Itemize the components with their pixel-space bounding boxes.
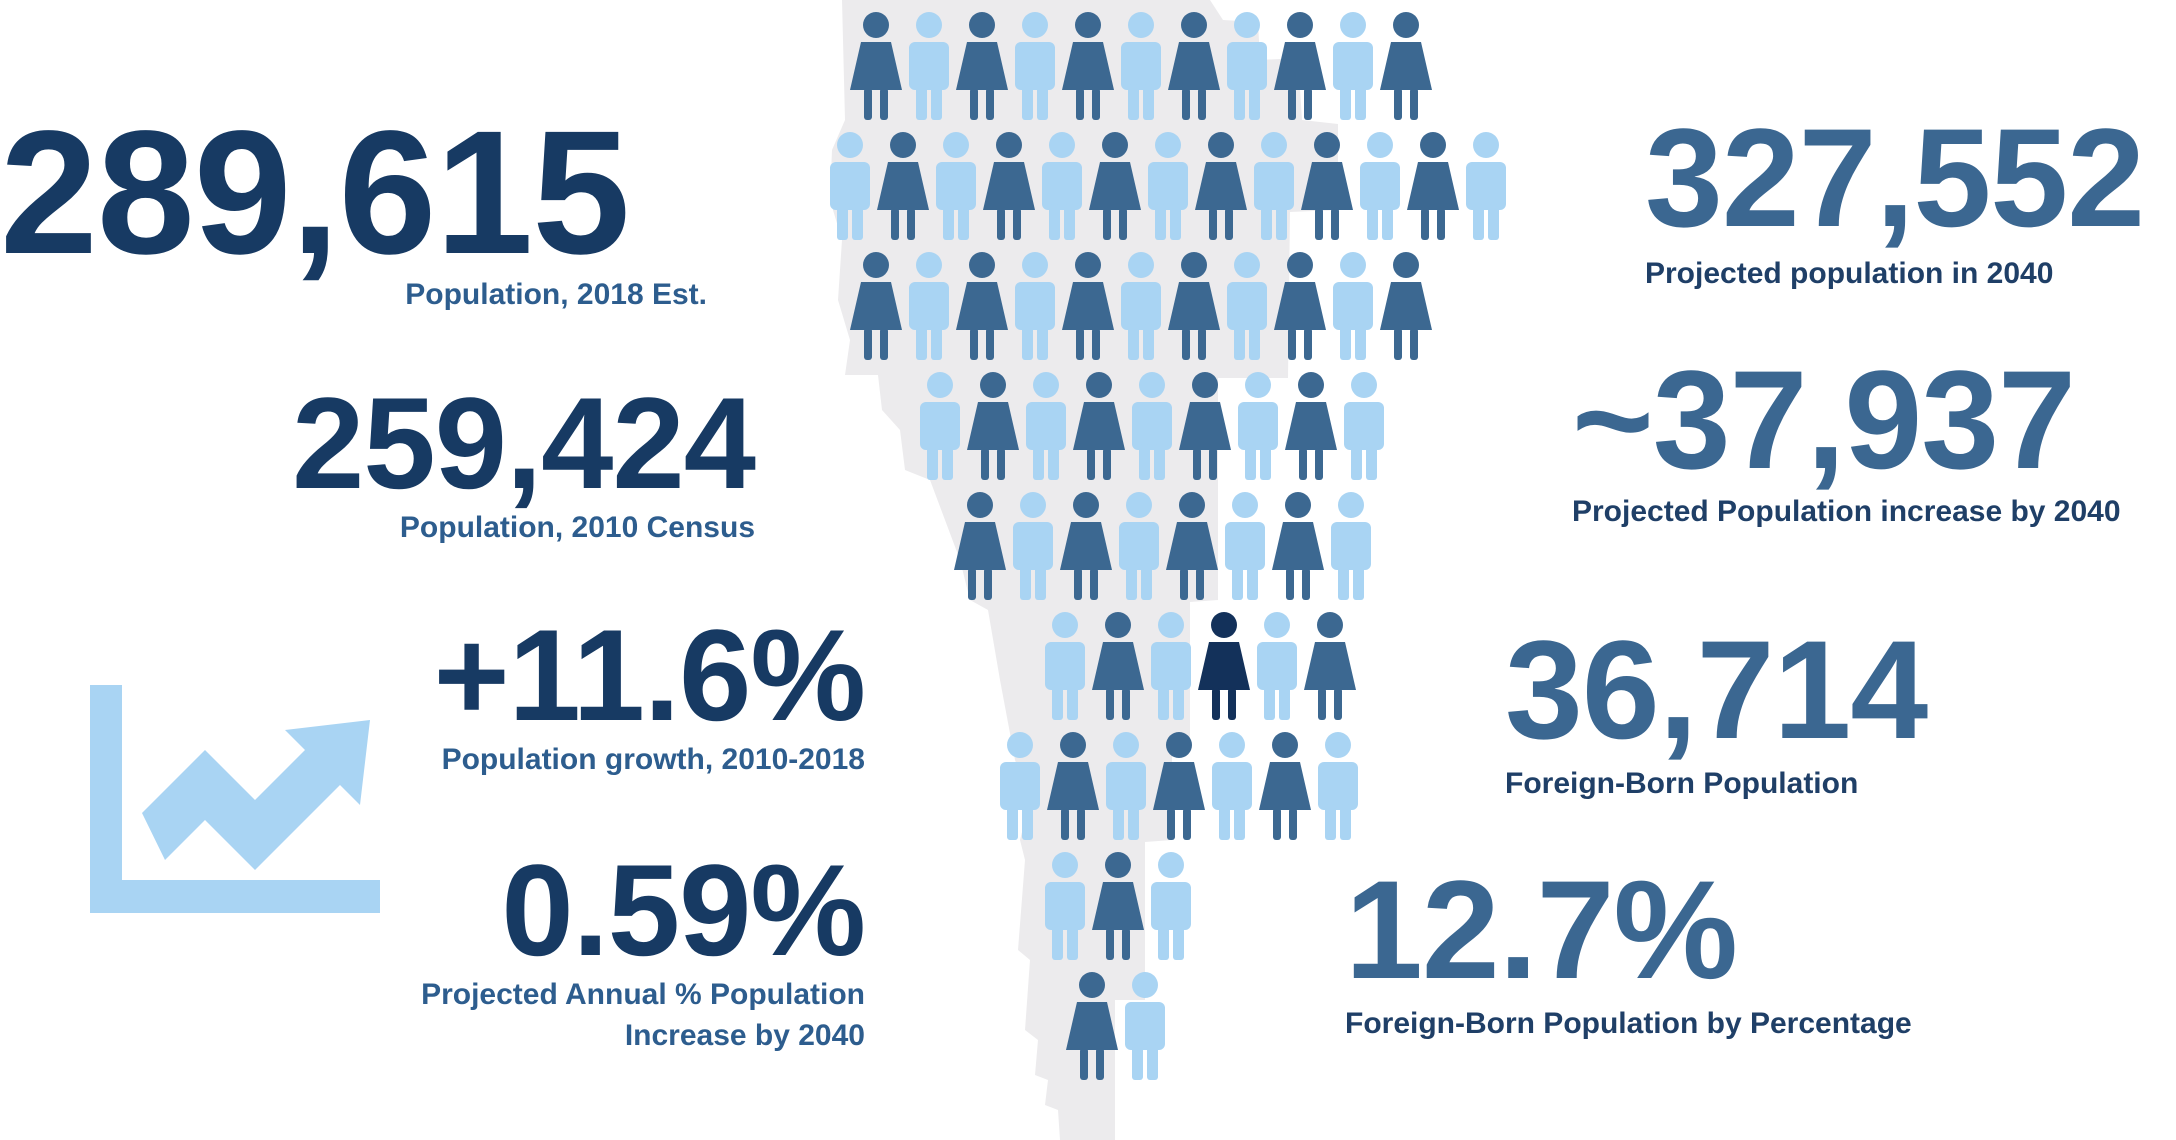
stat-value: 36,714: [1505, 611, 1928, 768]
person-female-icon: [1198, 612, 1250, 720]
person-female-icon: [1380, 252, 1432, 360]
person-female-icon: [956, 12, 1008, 120]
person-female-icon: [1092, 852, 1144, 960]
person-male-icon: [1045, 852, 1085, 960]
person-female-icon: [1195, 132, 1247, 240]
person-female-icon: [967, 372, 1019, 480]
stat-annual-increase: 0.59% Projected Annual % Population Incr…: [380, 837, 866, 1056]
stat-value: 259,424: [292, 370, 756, 516]
stat-pop-2040: 327,552 Projected population in 2040: [1645, 99, 2145, 295]
person-male-icon: [936, 132, 976, 240]
person-male-icon: [1257, 612, 1297, 720]
person-female-icon: [850, 252, 902, 360]
person-female-icon: [1380, 12, 1432, 120]
person-female-icon: [850, 12, 902, 120]
person-male-icon: [1119, 492, 1159, 600]
person-female-icon: [956, 252, 1008, 360]
stat-label: Projected Population increase by 2040: [1572, 495, 2121, 528]
person-female-icon: [1274, 12, 1326, 120]
stat-value: 289,615: [0, 95, 630, 291]
trending-up-chart-icon: [90, 685, 380, 913]
person-male-icon: [1360, 132, 1400, 240]
stat-foreign-born: 36,714 Foreign-Born Population: [1505, 611, 1928, 805]
person-female-icon: [1259, 732, 1311, 840]
person-female-icon: [983, 132, 1035, 240]
person-female-icon: [877, 132, 929, 240]
person-male-icon: [1254, 132, 1294, 240]
person-female-icon: [1168, 252, 1220, 360]
person-male-icon: [830, 132, 870, 240]
person-male-icon: [1151, 612, 1191, 720]
person-male-icon: [1333, 252, 1373, 360]
person-female-icon: [1274, 252, 1326, 360]
stat-label: Population, 2018 Est.: [405, 278, 707, 311]
person-male-icon: [1466, 132, 1506, 240]
person-male-icon: [1148, 132, 1188, 240]
stat-pop-increase: ~37,937 Projected Population increase by…: [1572, 350, 2121, 533]
person-female-icon: [1407, 132, 1459, 240]
stat-value: +11.6%: [433, 602, 866, 748]
person-male-icon: [1238, 372, 1278, 480]
person-male-icon: [1333, 12, 1373, 120]
person-female-icon: [1179, 372, 1231, 480]
stat-value: 12.7%: [1345, 851, 1738, 1008]
person-male-icon: [1106, 732, 1146, 840]
person-male-icon: [1026, 372, 1066, 480]
stat-value: ~37,937: [1572, 341, 2076, 498]
person-male-icon: [1151, 852, 1191, 960]
stat-label: Foreign-Born Population: [1505, 767, 1859, 800]
person-male-icon: [1225, 492, 1265, 600]
stat-label: Population growth, 2010-2018: [441, 743, 865, 776]
person-female-icon: [1166, 492, 1218, 600]
stat-label: Population, 2010 Census: [399, 511, 755, 544]
person-male-icon: [920, 372, 960, 480]
stat-value: 327,552: [1645, 99, 2145, 256]
person-male-icon: [1000, 732, 1040, 840]
person-female-icon: [1304, 612, 1356, 720]
person-male-icon: [1125, 972, 1165, 1080]
person-female-icon: [1060, 492, 1112, 600]
person-female-icon: [1285, 372, 1337, 480]
stat-pop-2018: 289,615 Population, 2018 Est.: [0, 105, 715, 316]
person-male-icon: [1132, 372, 1172, 480]
person-male-icon: [1042, 132, 1082, 240]
person-female-icon: [954, 492, 1006, 600]
person-male-icon: [1015, 12, 1055, 120]
person-male-icon: [1227, 252, 1267, 360]
person-male-icon: [1331, 492, 1371, 600]
stat-label: Projected population in 2040: [1645, 257, 2054, 290]
person-male-icon: [1212, 732, 1252, 840]
person-male-icon: [1344, 372, 1384, 480]
county-map-pictogram: [830, 0, 1506, 1140]
stat-label: Foreign-Born Population by Percentage: [1345, 1007, 1912, 1040]
person-female-icon: [1066, 972, 1118, 1080]
person-male-icon: [909, 12, 949, 120]
person-female-icon: [1153, 732, 1205, 840]
person-female-icon: [1092, 612, 1144, 720]
stat-label-line2: Increase by 2040: [624, 1018, 865, 1052]
person-female-icon: [1168, 12, 1220, 120]
person-male-icon: [1318, 732, 1358, 840]
person-male-icon: [1121, 12, 1161, 120]
stat-pop-2010: 259,424 Population, 2010 Census: [200, 370, 756, 549]
person-female-icon: [1301, 132, 1353, 240]
person-female-icon: [1047, 732, 1099, 840]
person-male-icon: [1013, 492, 1053, 600]
person-female-icon: [1089, 132, 1141, 240]
stat-growth: +11.6% Population growth, 2010-2018: [380, 602, 866, 781]
person-female-icon: [1073, 372, 1125, 480]
stat-value: 0.59%: [501, 837, 866, 983]
person-male-icon: [1121, 252, 1161, 360]
stat-foreign-born-pct: 12.7% Foreign-Born Population by Percent…: [1345, 860, 1912, 1045]
person-female-icon: [1272, 492, 1324, 600]
stat-label-line1: Projected Annual % Population: [421, 978, 865, 1011]
person-female-icon: [1062, 252, 1114, 360]
person-male-icon: [1045, 612, 1085, 720]
person-male-icon: [909, 252, 949, 360]
person-female-icon: [1062, 12, 1114, 120]
person-male-icon: [1015, 252, 1055, 360]
person-male-icon: [1227, 12, 1267, 120]
